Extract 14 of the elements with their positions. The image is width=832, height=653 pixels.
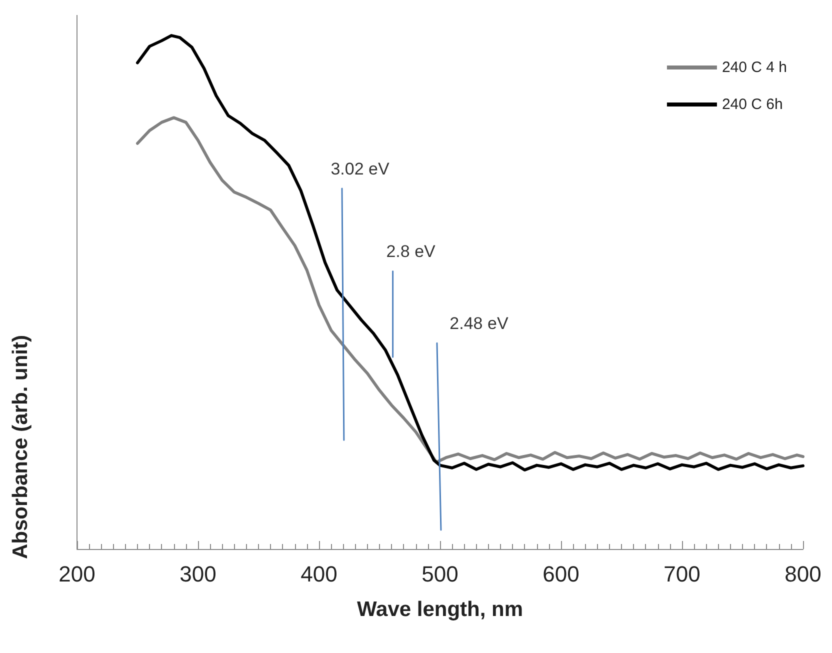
x-axis-title: Wave length, nm	[356, 598, 524, 621]
annotation: 3.02 eV	[330, 160, 390, 179]
y-axis-title: Absorbance (arb. unit)	[9, 334, 32, 560]
x-tick-label: 300	[180, 562, 216, 586]
x-tick-label: 600	[542, 562, 580, 586]
annotation: 2.48 eV	[450, 314, 509, 334]
x-tick-label: 500	[422, 562, 458, 586]
x-tick-label: 400	[300, 562, 338, 586]
x-tick-label: 200	[58, 562, 96, 586]
legend-label: 240 C 4 h	[722, 59, 787, 76]
x-tick-label: 700	[664, 562, 700, 586]
annotation: 2.8 eV	[386, 242, 436, 262]
legend-label: 240 C 6h	[722, 96, 783, 113]
x-tick-label: 800	[784, 562, 822, 586]
